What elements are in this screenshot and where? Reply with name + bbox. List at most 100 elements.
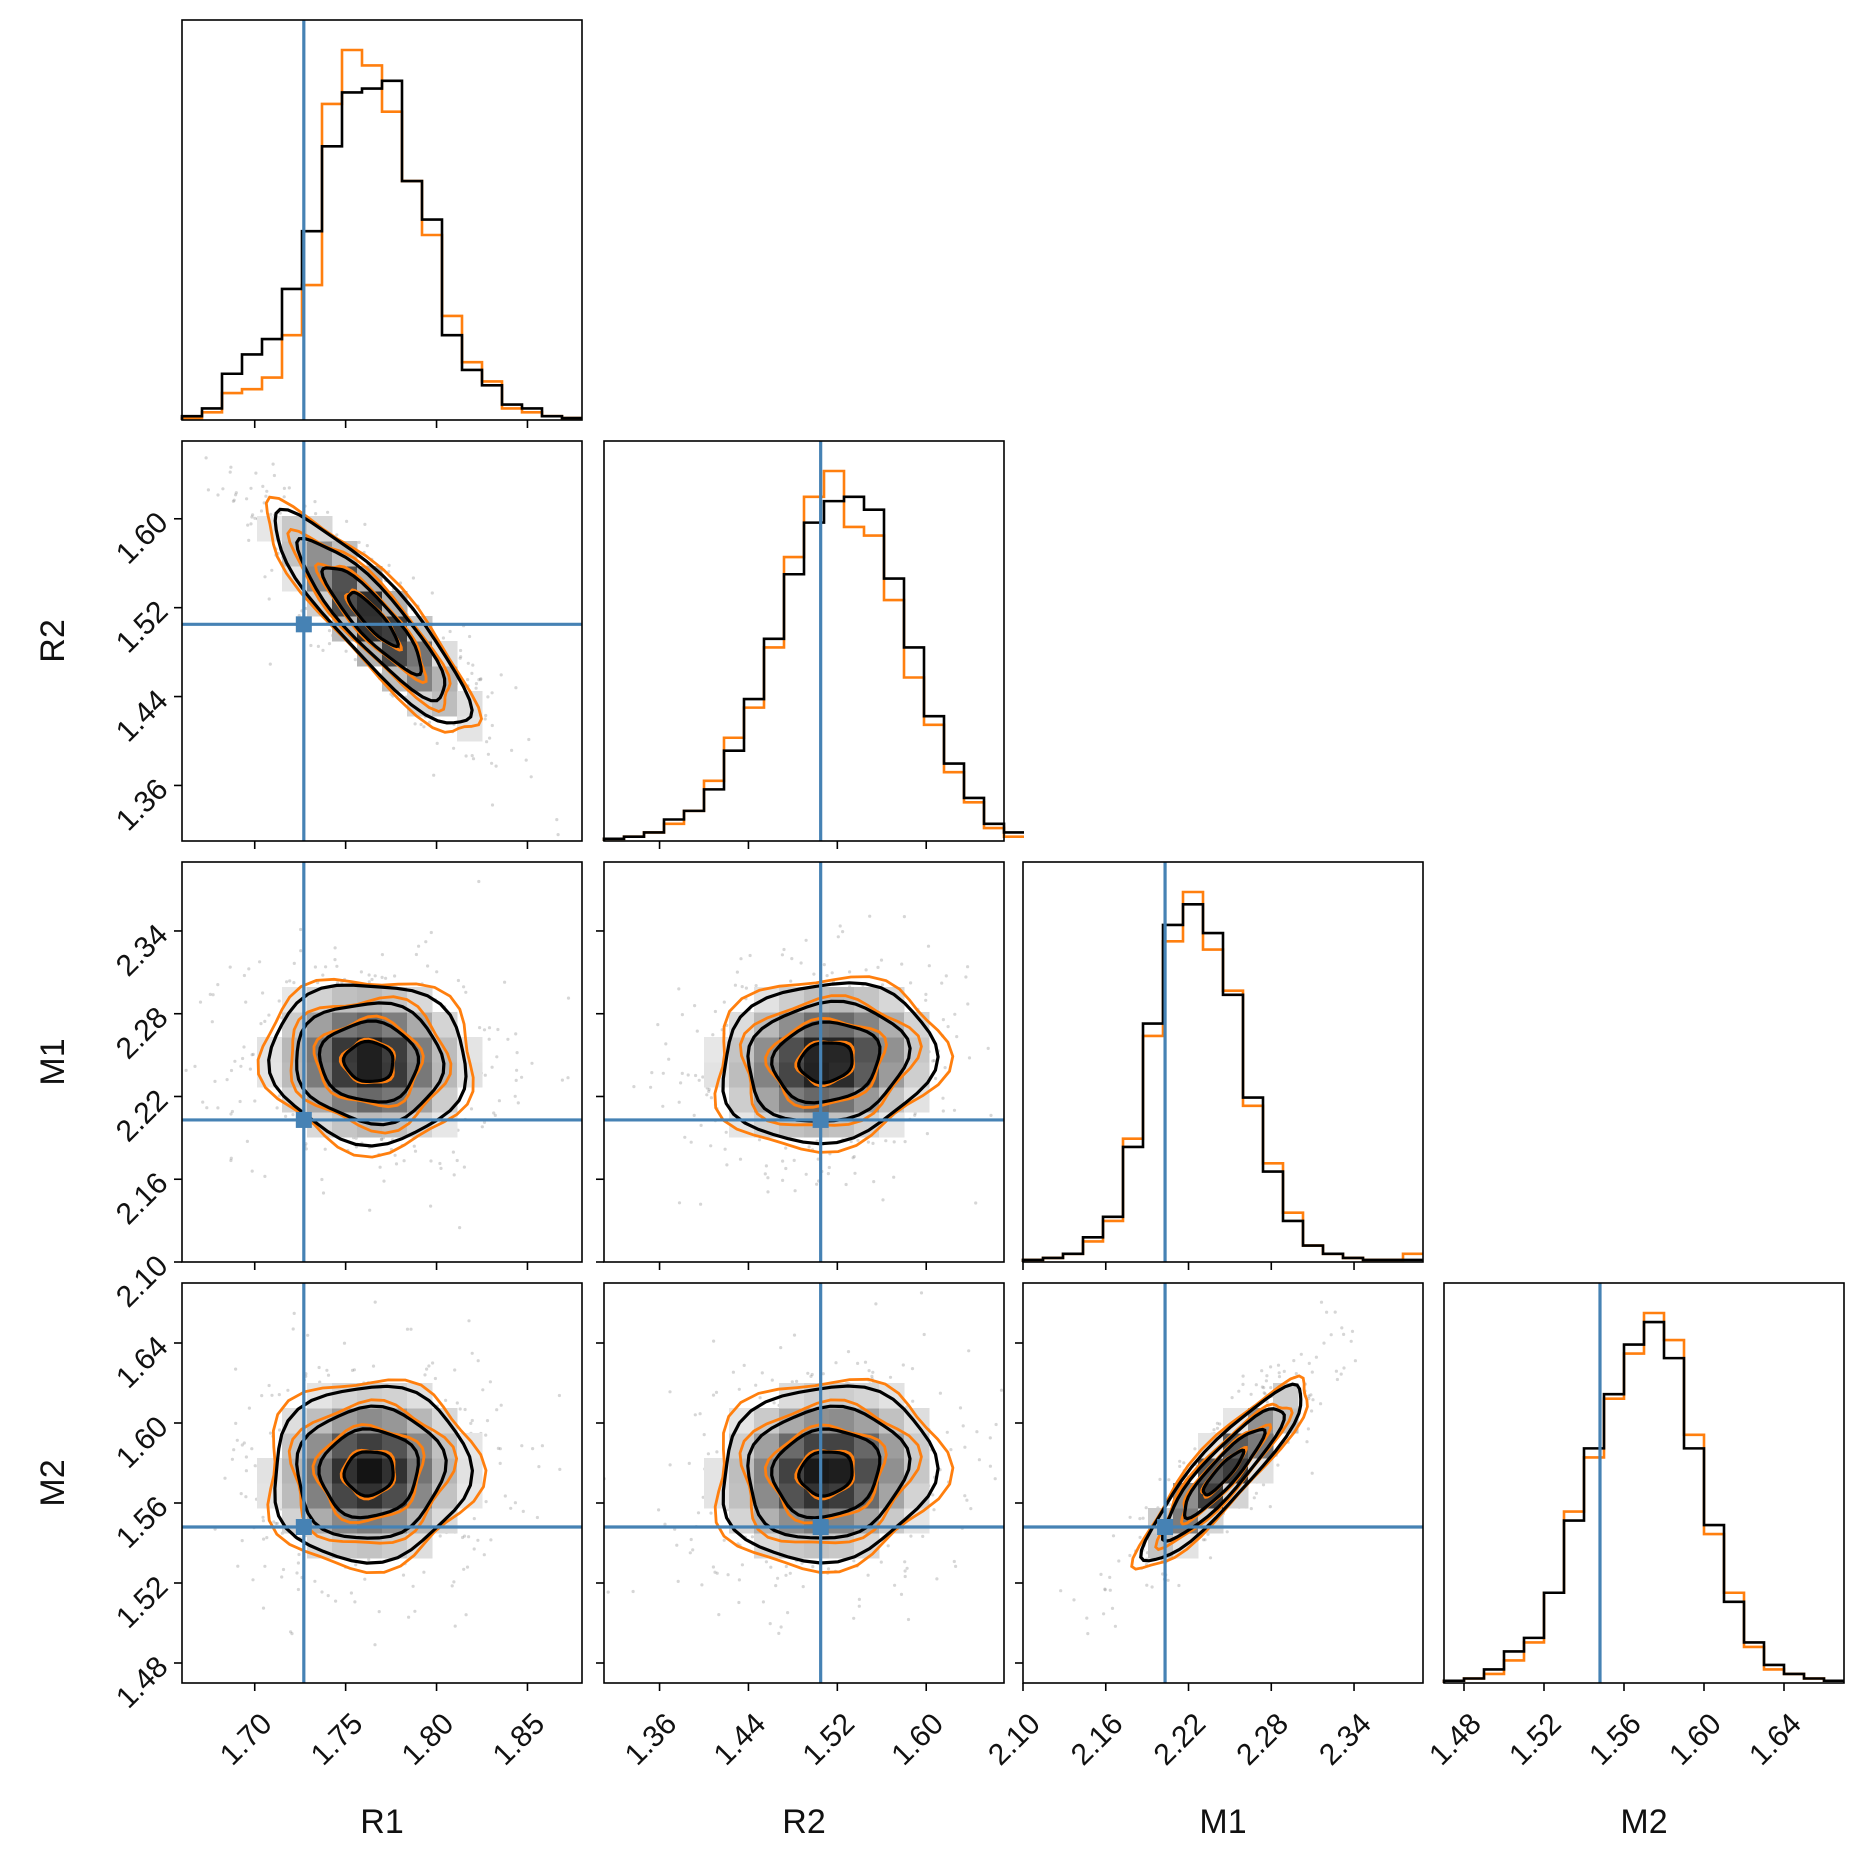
scatter-point xyxy=(1340,1326,1344,1330)
scatter-point xyxy=(499,673,503,677)
scatter-point xyxy=(830,971,834,975)
scatter-point xyxy=(649,1085,653,1089)
scatter-point xyxy=(459,648,463,653)
scatter-point xyxy=(941,1096,945,1100)
scatter-point xyxy=(441,636,445,640)
scatter-point xyxy=(1178,1464,1182,1468)
x-tick-label-m1: 2.16 xyxy=(1065,1707,1130,1772)
scatter-point xyxy=(206,488,210,492)
scatter-point xyxy=(342,1341,347,1345)
scatter-point xyxy=(779,1346,783,1350)
scatter-point xyxy=(479,677,483,681)
scatter-point xyxy=(1263,1392,1267,1396)
scatter-point xyxy=(485,1419,490,1423)
scatter-point xyxy=(1215,1426,1220,1430)
density-cell xyxy=(879,1037,905,1063)
scatter-point xyxy=(169,1495,172,1498)
scatter-point xyxy=(245,1139,249,1143)
scatter-point xyxy=(249,522,253,526)
x-tick-label-r1: 1.80 xyxy=(396,1707,461,1772)
scatter-point xyxy=(784,1146,788,1150)
scatter-panel-r1-m2 xyxy=(169,1282,583,1691)
scatter-point xyxy=(1177,1583,1181,1588)
y-tick-label-m1: 2.28 xyxy=(110,1001,175,1066)
scatter-point xyxy=(427,1364,431,1368)
scatter-point xyxy=(779,1625,783,1629)
scatter-point xyxy=(1319,1300,1324,1304)
scatter-point xyxy=(909,981,913,985)
scatter-point xyxy=(265,489,269,493)
scatter-point xyxy=(848,970,852,974)
contour-series-0 xyxy=(721,981,940,1146)
scatter-point xyxy=(702,1433,706,1437)
scatter-point xyxy=(476,1538,480,1542)
scatter-point xyxy=(1277,1375,1282,1379)
scatter-point xyxy=(1307,1361,1311,1365)
scatter-point xyxy=(467,1319,471,1323)
x-axis-label-r2: R2 xyxy=(782,1803,825,1841)
scatter-point xyxy=(1353,1359,1357,1363)
scatter-point xyxy=(799,961,803,965)
scatter-point xyxy=(470,754,474,758)
scatter-point xyxy=(1249,1507,1253,1511)
scatter-point xyxy=(1307,1394,1311,1398)
scatter-point xyxy=(815,1182,819,1186)
scatter-point xyxy=(769,1565,773,1569)
scatter-point xyxy=(394,1162,399,1166)
scatter-point xyxy=(272,1520,276,1524)
x-tick-label-r2: 1.44 xyxy=(708,1707,773,1772)
x-tick-label-m2: 1.56 xyxy=(1583,1707,1648,1772)
scatter-point xyxy=(1128,1515,1132,1519)
scatter-point xyxy=(740,985,744,989)
scatter-point xyxy=(952,1108,957,1112)
scatter-point xyxy=(963,1494,967,1498)
scatter-point xyxy=(804,1172,808,1176)
scatter-point xyxy=(784,1166,788,1171)
x-tick-label-m1: 2.28 xyxy=(1230,1707,1295,1772)
hist-panel-m2 xyxy=(1442,1282,1845,1691)
scatter-point xyxy=(516,1101,520,1105)
scatter-point xyxy=(1141,1516,1145,1520)
scatter-point xyxy=(900,962,904,966)
scatter-point xyxy=(881,1198,885,1202)
scatter-point xyxy=(1241,1374,1245,1378)
scatter-point xyxy=(247,538,251,543)
scatter-point xyxy=(892,1175,896,1179)
x-tick-label-m1: 2.10 xyxy=(982,1707,1047,1772)
scatter-point xyxy=(272,473,276,478)
scatter-point xyxy=(288,979,292,983)
hist-panel-m1 xyxy=(1021,861,1424,1270)
scatter-point xyxy=(1138,1535,1142,1539)
hist-panel-r2 xyxy=(602,440,1024,849)
scatter-point xyxy=(1012,1506,1015,1509)
scatter-point xyxy=(792,1158,796,1162)
contour-series-1 xyxy=(713,975,955,1154)
scatter-point xyxy=(387,563,391,568)
scatter-point xyxy=(455,1401,459,1405)
scatter-point xyxy=(208,426,211,429)
scatter-point xyxy=(1110,1606,1115,1610)
scatter-point xyxy=(335,964,339,968)
scatter-point xyxy=(964,975,968,979)
scatter-point xyxy=(264,494,268,498)
scatter-point xyxy=(693,1004,697,1008)
scatter-point xyxy=(261,1606,266,1610)
x-tick-label-m1: 2.22 xyxy=(1148,1707,1213,1772)
scatter-point xyxy=(1158,1477,1162,1481)
scatter-point xyxy=(774,1584,778,1588)
scatter-point xyxy=(247,967,251,971)
scatter-point xyxy=(880,983,885,987)
scatter-point xyxy=(693,1413,697,1417)
scatter-point xyxy=(438,1534,442,1538)
scatter-point xyxy=(856,1361,860,1365)
hist-step-series-1 xyxy=(602,469,1024,841)
scatter-point xyxy=(943,1066,947,1070)
scatter-point xyxy=(379,1137,383,1141)
scatter-point xyxy=(926,944,931,948)
scatter-point xyxy=(1264,1379,1268,1383)
truth-marker xyxy=(295,616,312,633)
scatter-point xyxy=(251,513,255,517)
hist-step-series-1 xyxy=(1442,1311,1844,1683)
scatter-point xyxy=(857,1604,861,1608)
scatter-point xyxy=(910,1367,915,1371)
